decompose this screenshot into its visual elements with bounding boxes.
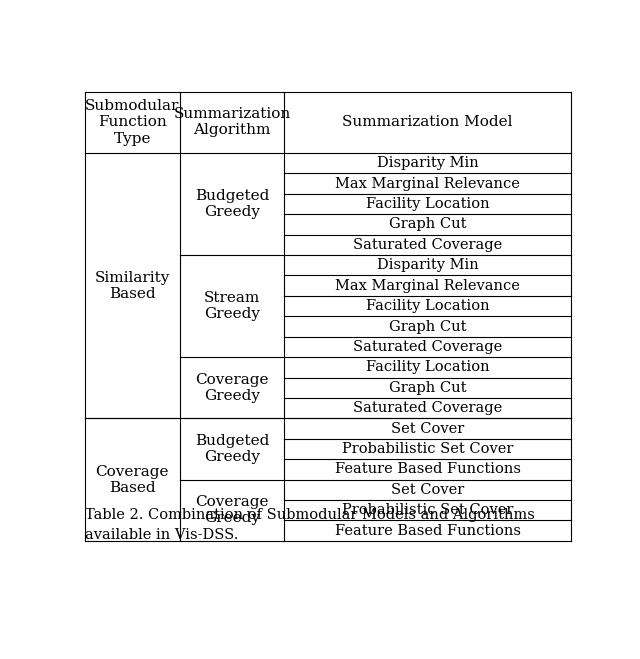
Text: Max Marginal Relevance: Max Marginal Relevance [335,177,520,190]
Text: Saturated Coverage: Saturated Coverage [353,340,502,354]
Text: Graph Cut: Graph Cut [389,320,467,333]
Text: Budgeted
Greedy: Budgeted Greedy [195,189,269,219]
Text: Coverage
Based: Coverage Based [95,465,169,495]
Text: Graph Cut: Graph Cut [389,381,467,395]
Text: Saturated Coverage: Saturated Coverage [353,401,502,415]
Text: Stream
Greedy: Stream Greedy [204,291,260,321]
Text: Facility Location: Facility Location [366,299,490,313]
Text: Submodular
Function
Type: Submodular Function Type [85,100,180,146]
Text: Summarization
Algorithm: Summarization Algorithm [173,107,291,138]
Text: Probabilistic Set Cover: Probabilistic Set Cover [342,442,513,456]
Text: Feature Based Functions: Feature Based Functions [335,524,521,538]
Text: Facility Location: Facility Location [366,360,490,374]
Text: Set Cover: Set Cover [391,483,464,497]
Text: Graph Cut: Graph Cut [389,217,467,231]
Text: Coverage
Greedy: Coverage Greedy [195,372,269,403]
Text: Budgeted
Greedy: Budgeted Greedy [195,434,269,464]
Text: Table 2. Combination of Submodular Models and Algorithms: Table 2. Combination of Submodular Model… [85,509,535,523]
Text: Disparity Min: Disparity Min [377,156,479,170]
Text: Summarization Model: Summarization Model [342,115,513,129]
Text: Set Cover: Set Cover [391,422,464,436]
Text: Max Marginal Relevance: Max Marginal Relevance [335,279,520,293]
Text: Probabilistic Set Cover: Probabilistic Set Cover [342,503,513,517]
Text: available in Vis-DSS.: available in Vis-DSS. [85,528,238,542]
Text: Coverage
Greedy: Coverage Greedy [195,495,269,525]
Text: Feature Based Functions: Feature Based Functions [335,463,521,476]
Text: Disparity Min: Disparity Min [377,258,479,272]
Text: Similarity
Based: Similarity Based [95,271,170,301]
Text: Facility Location: Facility Location [366,197,490,211]
Text: Saturated Coverage: Saturated Coverage [353,238,502,252]
